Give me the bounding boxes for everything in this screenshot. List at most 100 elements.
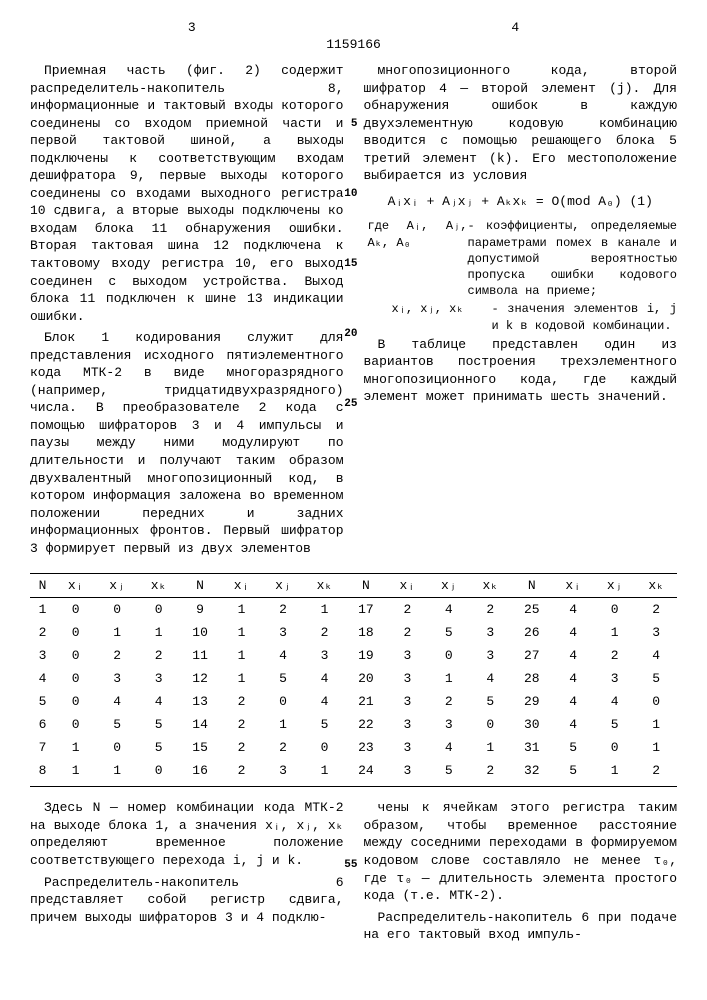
table-cell: 27 [511,644,552,667]
table-cell: 12 [179,667,220,690]
where-text-2: - значения элементов i, j и k в кодовой … [492,301,678,333]
table-row: 100091211724225402 [30,598,677,622]
table-cell: 2 [221,759,262,787]
table-cell: 0 [635,690,677,713]
table-cell: 3 [635,621,677,644]
table-cell: 29 [511,690,552,713]
table-row: 2011101321825326413 [30,621,677,644]
table-cell: 11 [179,644,220,667]
table-cell: 0 [594,736,636,759]
table-cell: 5 [262,667,304,690]
table-cell: 1 [221,644,262,667]
table-cell: 8 [30,759,55,787]
table-cell: 0 [55,713,96,736]
table-cell: 3 [387,644,428,667]
table-header-cell: xₖ [635,574,677,598]
table-row: 7105152202334131501 [30,736,677,759]
table-cell: 16 [179,759,220,787]
table-cell: 2 [387,598,428,622]
left-p1: Приемная часть (фиг. 2) содержит распред… [30,62,344,325]
table-cell: 5 [138,713,180,736]
right-p1: многопозиционного кода, второй шифратор … [364,62,678,185]
table-cell: 1 [470,736,512,759]
table-header-cell: xⱼ [96,574,138,598]
table-cell: 13 [179,690,220,713]
table-header-cell: xⱼ [262,574,304,598]
table-cell: 3 [470,621,512,644]
formula: Aᵢxᵢ + Aⱼxⱼ + Aₖxₖ = O(mod A₀) (1) [364,193,678,211]
table-cell: 2 [470,598,512,622]
table-cell: 0 [55,621,96,644]
table-cell: 4 [552,598,593,622]
table-header-cell: xₖ [138,574,180,598]
table-cell: 3 [304,644,346,667]
table-cell: 1 [428,667,470,690]
table-cell: 2 [221,736,262,759]
table-cell: 2 [138,644,180,667]
table-cell: 3 [30,644,55,667]
table-cell: 1 [221,621,262,644]
table-cell: 0 [594,598,636,622]
line-num-10: 10 [344,188,357,200]
table-cell: 0 [55,690,96,713]
table-cell: 5 [96,713,138,736]
table-cell: 4 [635,644,677,667]
line-num-20: 20 [344,328,357,340]
table-cell: 4 [96,690,138,713]
table-cell: 4 [552,621,593,644]
table-cell: 0 [138,759,180,787]
page-numbers: 3 4 [30,20,677,35]
table-cell: 2 [594,644,636,667]
table-header-cell: xᵢ [552,574,593,598]
table-cell: 0 [55,644,96,667]
page-right: 4 [511,20,519,35]
bottom-left-p1: Здесь N — номер комбинации кода МТК-2 на… [30,799,344,869]
table-cell: 22 [345,713,386,736]
table-cell: 1 [262,713,304,736]
table-cell: 30 [511,713,552,736]
table-cell: 1 [221,667,262,690]
table-cell: 26 [511,621,552,644]
table-cell: 2 [96,644,138,667]
table-cell: 4 [304,667,346,690]
table-cell: 4 [428,736,470,759]
table-cell: 23 [345,736,386,759]
table-cell: 5 [552,759,593,787]
table-cell: 2 [428,690,470,713]
table-cell: 5 [304,713,346,736]
table-cell: 5 [428,621,470,644]
table-cell: 3 [387,713,428,736]
table-header-cell: xᵢ [387,574,428,598]
table-cell: 3 [387,736,428,759]
where-label-2: xᵢ, xⱼ, xₖ [368,301,492,333]
where-text-1: - коэффициенты, определяемые параметрами… [468,218,678,299]
bottom-right-column: чены к ячейкам этого регистра таким обра… [364,799,678,947]
table-cell: 10 [179,621,220,644]
table-cell: 1 [594,621,636,644]
table-cell: 0 [96,736,138,759]
table-cell: 0 [304,736,346,759]
table-header-cell: N [179,574,220,598]
table-cell: 14 [179,713,220,736]
table-cell: 1 [55,759,96,787]
table-cell: 2 [304,621,346,644]
main-columns: Приемная часть (фиг. 2) содержит распред… [30,62,677,561]
table-cell: 1 [221,598,262,622]
bottom-left-column: Здесь N — номер комбинации кода МТК-2 на… [30,799,344,926]
left-column: Приемная часть (фиг. 2) содержит распред… [30,62,344,557]
where-label-1: где Aᵢ, Aⱼ, Aₖ, A₀ [368,218,468,299]
line-num-55: 55 [344,859,357,871]
table-header-cell: xⱼ [594,574,636,598]
table-cell: 1 [304,759,346,787]
table-row: 8110162312435232512 [30,759,677,787]
table-cell: 1 [635,736,677,759]
line-num-15: 15 [344,258,357,270]
table-cell: 2 [635,759,677,787]
table-header-cell: xᵢ [221,574,262,598]
table-cell: 3 [470,644,512,667]
table-row: 3022111431930327424 [30,644,677,667]
table-header-cell: xₖ [470,574,512,598]
table-cell: 0 [428,644,470,667]
table-cell: 32 [511,759,552,787]
bottom-columns: Здесь N — номер комбинации кода МТК-2 на… [30,799,677,947]
